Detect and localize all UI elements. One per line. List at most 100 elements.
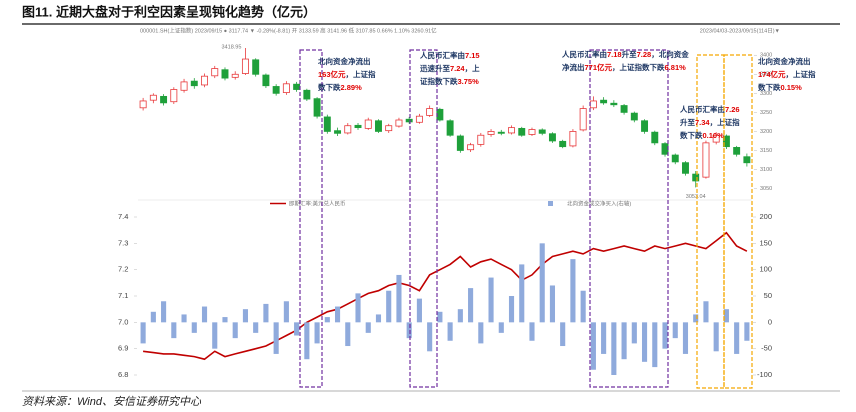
bar xyxy=(416,298,422,323)
bar xyxy=(641,322,648,362)
bar xyxy=(253,322,259,333)
y-tick-label: 3100 xyxy=(760,167,772,173)
annotation-segment: 7.26 xyxy=(725,105,740,114)
bar xyxy=(283,301,289,323)
annotation-text: 迅速升至7.24，上 xyxy=(420,63,480,73)
bar xyxy=(682,322,689,354)
y-tick-label: 6.9 xyxy=(118,344,128,353)
annotation-segment: 3.75% xyxy=(458,77,480,86)
candle-body xyxy=(548,133,556,142)
candle-body xyxy=(456,135,464,151)
bar xyxy=(304,322,310,360)
y2-tick-label: 50 xyxy=(764,291,772,300)
y-tick-label: 3050 xyxy=(760,186,772,192)
candle-body xyxy=(364,119,372,129)
candle-body xyxy=(610,102,618,106)
candle-body xyxy=(334,130,342,134)
candle-body xyxy=(405,118,413,123)
candle-body xyxy=(149,94,157,101)
bar xyxy=(232,322,238,339)
candle-body xyxy=(211,68,219,77)
candle-body xyxy=(692,173,700,182)
annotation-segment: 0.15% xyxy=(781,83,803,92)
annotation-segment: ，上证指数下跌 xyxy=(612,62,665,72)
annotation-segment: 2.89% xyxy=(341,83,363,92)
candle-body xyxy=(354,124,362,129)
candle-body xyxy=(241,58,249,74)
y-tick-label: 3300 xyxy=(760,91,772,97)
annotation-segment: 升至 xyxy=(622,49,637,59)
candle-body xyxy=(160,95,168,104)
bar xyxy=(334,306,341,323)
bar xyxy=(355,293,361,323)
annotation-text: 净流出771亿元，上证指数下跌6.81% xyxy=(562,62,686,72)
candle-body xyxy=(722,135,730,148)
annotation-segment: 7.34 xyxy=(695,118,710,127)
annotation-text: 人民币汇率由7.18升至7.28，北向资金 xyxy=(562,49,689,59)
annotation-text: 北向资金净流出 xyxy=(318,56,371,66)
candle-body xyxy=(323,116,331,132)
bar xyxy=(703,301,709,323)
bar xyxy=(631,322,637,344)
bar xyxy=(621,322,627,360)
annotation-text: 北向资金净流出 xyxy=(758,56,811,66)
bar xyxy=(386,290,392,323)
bar xyxy=(324,317,330,323)
bar xyxy=(611,322,617,375)
bar xyxy=(652,322,658,368)
annotation-text: 163亿元，上证指 xyxy=(318,69,376,79)
bar xyxy=(212,322,218,349)
candle-body xyxy=(313,98,321,117)
candle-body xyxy=(630,112,638,121)
candle-body xyxy=(375,120,382,132)
candle-body xyxy=(497,131,505,134)
annotation-segment: 数下跌 xyxy=(758,82,781,92)
annotation-segment: 6.81% xyxy=(665,63,687,72)
y2-tick-label: 150 xyxy=(759,238,772,247)
annotation-text: 升至7.34，上证指 xyxy=(680,117,740,127)
bar xyxy=(601,322,607,354)
candle-body xyxy=(415,115,423,123)
candle-body xyxy=(344,125,352,134)
y-tick-label: 7.3 xyxy=(118,238,128,247)
candle-body xyxy=(569,131,577,147)
annotation-text: 174亿元，上证指 xyxy=(758,69,816,79)
candle-body xyxy=(190,80,198,87)
annotation-segment: 771亿元 xyxy=(585,62,613,72)
source: 资料来源：Wind、安信证券研究中心 xyxy=(22,395,202,408)
bar xyxy=(539,243,545,323)
annotation-segment: 174亿元 xyxy=(758,69,786,79)
annotation-box xyxy=(723,54,753,389)
annotation-segment: 迅速升至 xyxy=(420,63,450,73)
annotation-box xyxy=(589,49,669,388)
bar xyxy=(693,314,699,323)
bar xyxy=(375,314,382,323)
bar xyxy=(171,322,177,339)
candle-body xyxy=(682,162,689,174)
y-tick-label: 7.2 xyxy=(118,265,128,274)
candle-body xyxy=(272,86,280,94)
y-tick-label: 7.4 xyxy=(118,212,128,221)
candle-body xyxy=(395,119,403,127)
candle-body xyxy=(589,100,597,109)
y-tick-label: 3350 xyxy=(760,72,772,78)
bar xyxy=(580,290,586,323)
bar xyxy=(222,317,228,323)
candle-body xyxy=(600,99,608,104)
candle-body xyxy=(702,142,710,178)
bar xyxy=(713,322,719,352)
bar xyxy=(457,309,463,323)
y-tick-label: 3200 xyxy=(760,129,772,135)
candle-body xyxy=(426,108,434,116)
candle-body xyxy=(712,134,720,143)
bar xyxy=(437,311,443,323)
bar xyxy=(150,311,156,323)
candle-body xyxy=(385,125,393,132)
candle-body xyxy=(467,144,475,151)
candle-body xyxy=(743,156,751,164)
line xyxy=(142,231,748,361)
bar xyxy=(242,309,249,323)
annotation-segment: ，上 xyxy=(465,63,480,73)
bar xyxy=(508,296,515,323)
